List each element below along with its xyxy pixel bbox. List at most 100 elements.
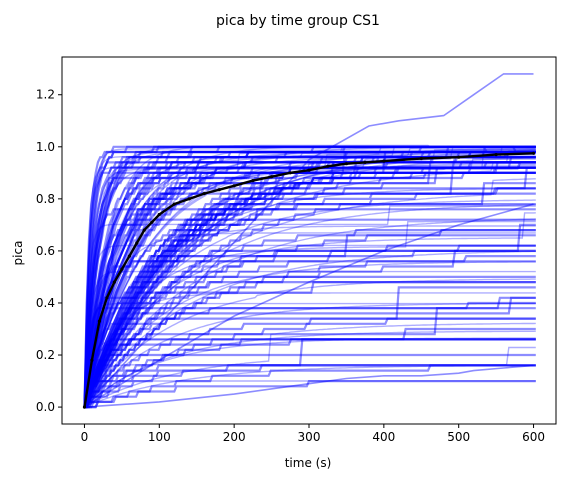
individual-curve bbox=[83, 178, 536, 408]
individual-curve bbox=[83, 380, 536, 408]
individual-curve bbox=[83, 145, 536, 408]
individual-curve bbox=[83, 166, 536, 408]
mean-point bbox=[82, 405, 87, 409]
individual-curve bbox=[83, 146, 536, 408]
individual-curve bbox=[83, 166, 536, 408]
individual-curve bbox=[83, 161, 536, 408]
mean-point bbox=[382, 159, 386, 163]
individual-curve bbox=[83, 146, 536, 408]
mean-point bbox=[187, 197, 191, 201]
individual-curve bbox=[83, 203, 536, 408]
individual-curve bbox=[83, 166, 536, 408]
individual-curve bbox=[83, 150, 536, 408]
individual-curve bbox=[83, 302, 536, 408]
x-tick-label: 0 bbox=[81, 430, 89, 444]
individual-curve bbox=[83, 278, 536, 408]
x-tick-label: 600 bbox=[522, 430, 545, 444]
individual-curve bbox=[83, 281, 536, 408]
individual-curve bbox=[83, 244, 536, 408]
y-tick-label: 0.0 bbox=[36, 400, 55, 414]
individual-curve bbox=[83, 223, 536, 408]
individual-curve bbox=[83, 208, 536, 408]
mean-point bbox=[97, 319, 101, 323]
individual-curve bbox=[84, 327, 536, 409]
individual-curve bbox=[83, 149, 536, 408]
mean-point bbox=[135, 241, 139, 245]
individual-curve bbox=[83, 151, 536, 408]
mean-point bbox=[172, 202, 176, 206]
individual-curve bbox=[83, 301, 536, 408]
individual-curve bbox=[83, 171, 536, 408]
mean-point bbox=[120, 267, 124, 271]
individual-curve bbox=[83, 145, 536, 408]
individual-curve bbox=[83, 150, 536, 408]
individual-curve bbox=[83, 145, 536, 408]
y-tick-label: 1.0 bbox=[36, 140, 55, 154]
y-tick-label: 0.2 bbox=[36, 348, 55, 362]
individual-curve bbox=[84, 330, 536, 408]
individual-curve bbox=[83, 218, 536, 408]
individual-curve bbox=[83, 151, 536, 408]
individual-curve bbox=[83, 144, 536, 408]
individual-curve bbox=[83, 292, 536, 408]
individual-curve bbox=[83, 150, 536, 408]
individual-curve bbox=[83, 161, 536, 408]
outlier-curve bbox=[84, 203, 534, 408]
individual-curve bbox=[83, 161, 536, 408]
individual-curve bbox=[83, 165, 536, 408]
individual-curve bbox=[83, 150, 536, 408]
individual-curve bbox=[83, 166, 536, 408]
individual-curve bbox=[83, 157, 536, 408]
individual-curve bbox=[84, 338, 536, 409]
individual-curve bbox=[83, 146, 536, 408]
individual-curve bbox=[84, 249, 536, 409]
individual-curve bbox=[83, 161, 536, 408]
individual-curve bbox=[83, 212, 536, 408]
individual-curve bbox=[83, 161, 536, 408]
y-tick-label: 0.8 bbox=[36, 192, 55, 206]
individual-curves bbox=[82, 73, 536, 409]
individual-curve bbox=[83, 151, 536, 408]
individual-curve bbox=[84, 364, 536, 409]
individual-curve bbox=[83, 150, 536, 408]
individual-curve bbox=[84, 380, 536, 409]
individual-curve bbox=[83, 261, 536, 408]
individual-curve bbox=[83, 286, 536, 408]
individual-curve bbox=[83, 146, 536, 408]
individual-curve bbox=[83, 171, 536, 408]
individual-curve bbox=[83, 338, 536, 408]
individual-curve bbox=[84, 322, 536, 408]
individual-curve bbox=[83, 171, 536, 408]
individual-curve bbox=[83, 145, 536, 408]
individual-curve bbox=[83, 166, 536, 408]
individual-curve bbox=[83, 346, 536, 408]
individual-curve bbox=[83, 302, 536, 408]
individual-curve bbox=[83, 154, 536, 408]
mean-point bbox=[288, 171, 292, 175]
mean-point bbox=[105, 296, 109, 300]
x-tick-label: 100 bbox=[148, 430, 171, 444]
chart-title: pica by time group CS1 bbox=[216, 13, 380, 29]
individual-curve bbox=[83, 162, 536, 408]
individual-curve bbox=[83, 161, 536, 408]
mean-point bbox=[150, 220, 154, 224]
individual-curve bbox=[83, 148, 536, 408]
x-tick-label: 500 bbox=[447, 430, 470, 444]
individual-curve bbox=[84, 187, 536, 409]
individual-curve bbox=[83, 147, 536, 408]
individual-curve bbox=[84, 364, 536, 409]
individual-curve bbox=[83, 296, 536, 408]
individual-curve bbox=[83, 151, 536, 408]
individual-curve bbox=[83, 148, 536, 408]
individual-curve bbox=[83, 307, 536, 408]
individual-curve bbox=[83, 145, 536, 408]
x-axis-label: time (s) bbox=[285, 456, 332, 470]
individual-curve bbox=[83, 218, 536, 408]
mean-curve bbox=[83, 152, 534, 408]
mean-point bbox=[457, 155, 461, 159]
individual-curve bbox=[83, 146, 536, 408]
plot-area: 0 100 200 300 400 500 600 0.0 0.2 0.4 0.6 0.8 1.0 1.2 bbox=[36, 56, 557, 444]
individual-curve bbox=[83, 161, 536, 408]
individual-curve bbox=[83, 338, 536, 408]
